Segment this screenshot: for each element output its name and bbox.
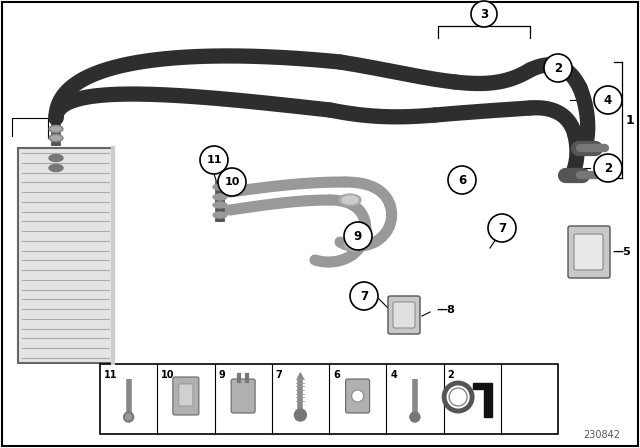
Circle shape: [351, 390, 364, 402]
Circle shape: [594, 86, 622, 114]
Circle shape: [124, 412, 134, 422]
Ellipse shape: [213, 184, 227, 190]
Ellipse shape: [213, 194, 227, 200]
Ellipse shape: [51, 136, 61, 140]
Ellipse shape: [213, 202, 227, 208]
Text: —8: —8: [436, 305, 455, 315]
Text: 9: 9: [218, 370, 225, 380]
Text: —5: —5: [612, 247, 631, 257]
Circle shape: [294, 409, 307, 421]
Polygon shape: [473, 383, 492, 417]
Ellipse shape: [49, 125, 63, 133]
Circle shape: [594, 154, 622, 182]
FancyBboxPatch shape: [173, 377, 199, 415]
FancyBboxPatch shape: [18, 148, 113, 363]
Text: 7: 7: [276, 370, 282, 380]
FancyBboxPatch shape: [574, 234, 603, 270]
Circle shape: [344, 222, 372, 250]
Ellipse shape: [344, 239, 366, 251]
Text: 4: 4: [390, 370, 397, 380]
Text: 7: 7: [360, 289, 368, 302]
Text: 11: 11: [104, 370, 118, 380]
Circle shape: [410, 412, 420, 422]
Text: 3: 3: [480, 8, 488, 21]
FancyBboxPatch shape: [346, 379, 370, 413]
FancyBboxPatch shape: [231, 379, 255, 413]
Circle shape: [200, 146, 228, 174]
Circle shape: [544, 54, 572, 82]
Text: 2: 2: [447, 370, 454, 380]
Ellipse shape: [49, 155, 63, 161]
FancyBboxPatch shape: [568, 226, 610, 278]
Ellipse shape: [49, 164, 63, 172]
Text: 11: 11: [206, 155, 221, 165]
Circle shape: [125, 414, 132, 420]
Circle shape: [444, 383, 472, 411]
Text: 9: 9: [354, 229, 362, 242]
Circle shape: [471, 1, 497, 27]
FancyBboxPatch shape: [179, 384, 193, 406]
Text: 230842: 230842: [583, 430, 620, 440]
Text: 6: 6: [333, 370, 340, 380]
Ellipse shape: [213, 212, 227, 218]
Ellipse shape: [339, 194, 361, 206]
Text: 4: 4: [604, 94, 612, 107]
Text: 1: 1: [626, 113, 634, 126]
Ellipse shape: [342, 196, 358, 204]
Ellipse shape: [49, 134, 63, 142]
FancyBboxPatch shape: [388, 296, 420, 334]
Text: 6: 6: [458, 173, 466, 186]
Polygon shape: [298, 373, 303, 379]
Text: 2: 2: [604, 161, 612, 175]
Text: 7: 7: [498, 221, 506, 234]
FancyBboxPatch shape: [100, 364, 558, 434]
Text: 2: 2: [554, 61, 562, 74]
Ellipse shape: [51, 127, 61, 131]
Text: 10: 10: [224, 177, 240, 187]
Circle shape: [488, 214, 516, 242]
FancyBboxPatch shape: [393, 302, 415, 328]
Circle shape: [448, 166, 476, 194]
Ellipse shape: [347, 241, 363, 249]
Text: 10: 10: [161, 370, 175, 380]
Circle shape: [350, 282, 378, 310]
Circle shape: [218, 168, 246, 196]
Circle shape: [449, 388, 467, 406]
